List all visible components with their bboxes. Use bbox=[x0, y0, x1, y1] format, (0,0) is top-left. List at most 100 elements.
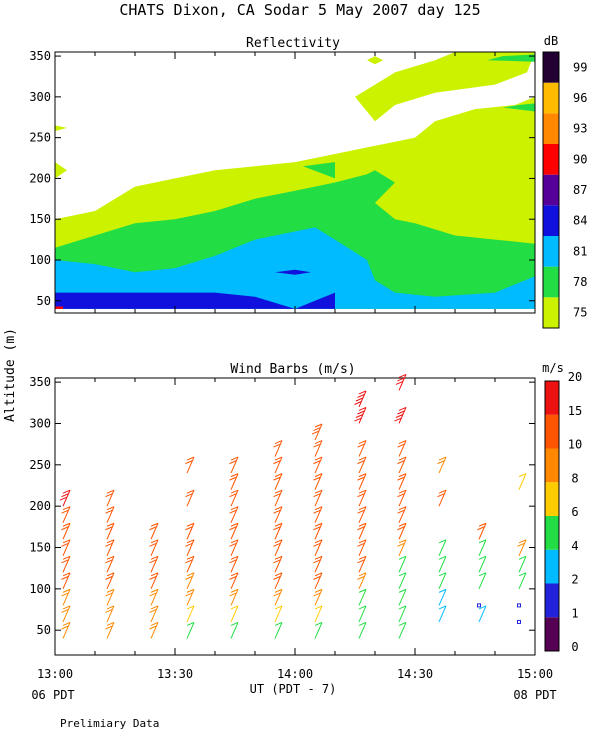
wind-barb-feather bbox=[149, 559, 157, 564]
wind-barb-staff bbox=[150, 539, 159, 556]
wind-barb-staff bbox=[62, 489, 71, 507]
wind-barb bbox=[229, 489, 239, 507]
wind-barb bbox=[518, 473, 527, 490]
wind-title: Wind Barbs (m/s) bbox=[230, 362, 355, 377]
wind-barb bbox=[314, 622, 323, 639]
wind-barb-feather bbox=[186, 588, 195, 593]
wind-barb-staff bbox=[106, 556, 115, 573]
reflectivity-colorbar-label: 75 bbox=[573, 306, 587, 320]
wind-colorbar-swatch bbox=[545, 448, 559, 483]
reflectivity-title: Reflectivity bbox=[246, 36, 340, 51]
wind-barb-feather bbox=[398, 489, 407, 494]
wind-barb-staff bbox=[106, 489, 115, 507]
wind-barb-staff bbox=[62, 556, 71, 573]
wind-barb bbox=[313, 489, 323, 507]
wind-barb-feather bbox=[313, 443, 321, 448]
wind-barb-feather bbox=[230, 456, 239, 461]
wind-barb-feather bbox=[398, 605, 407, 610]
wind-barb-feather bbox=[105, 592, 113, 597]
wind-barb-staff bbox=[518, 572, 527, 590]
wind-barb-staff bbox=[358, 489, 367, 507]
wind-xtick-label: 13:30 bbox=[157, 667, 193, 681]
reflectivity-colorbar-label: 96 bbox=[573, 91, 587, 105]
wind-barb-feather bbox=[186, 605, 195, 610]
wind-barb bbox=[61, 572, 71, 590]
reflectivity-unit: dB bbox=[544, 34, 558, 48]
wind-barb-feather bbox=[398, 373, 407, 378]
wind-barb-staff bbox=[62, 589, 71, 606]
wind-barb-feather bbox=[150, 522, 159, 527]
wind-barb-feather bbox=[313, 460, 321, 465]
wind-barb bbox=[61, 588, 71, 606]
wind-barb-feather bbox=[478, 522, 487, 527]
wind-barb-feather bbox=[313, 542, 321, 547]
wind-barb-feather bbox=[314, 605, 323, 610]
wind-barb-feather bbox=[394, 417, 402, 422]
wind-colorbar-label: 20 bbox=[568, 370, 582, 384]
wind-barb bbox=[438, 555, 447, 573]
wind-barb-feather bbox=[273, 476, 281, 481]
wind-barb-feather bbox=[313, 526, 321, 531]
wind-barb-feather bbox=[230, 522, 239, 527]
wind-barb bbox=[313, 522, 323, 540]
wind-barb bbox=[105, 555, 115, 573]
wind-ytick-label: 250 bbox=[29, 458, 51, 472]
wind-barb-feather bbox=[397, 443, 405, 448]
wind-barb-staff bbox=[478, 605, 487, 623]
reflectivity-region-84db bbox=[275, 269, 311, 275]
reflectivity-colorbar-swatch bbox=[543, 236, 559, 267]
wind-barb-feather bbox=[314, 622, 323, 626]
wind-barb bbox=[273, 588, 283, 606]
wind-barb bbox=[478, 555, 487, 573]
wind-barb bbox=[397, 522, 407, 540]
wind-colorbar-swatch bbox=[545, 414, 559, 449]
wind-barb bbox=[229, 572, 239, 590]
wind-barb-staff bbox=[314, 572, 323, 590]
reflectivity-colorbar-label: 84 bbox=[573, 214, 587, 228]
reflectivity-colorbar-label: 99 bbox=[573, 60, 587, 74]
reflectivity-axes: 50 100 150 200 250 300 350 bbox=[29, 49, 536, 314]
reflectivity-colorbar-label: 90 bbox=[573, 152, 587, 166]
wind-barb bbox=[313, 456, 323, 474]
wind-barb bbox=[398, 555, 407, 573]
wind-barb-staff bbox=[314, 589, 323, 606]
wind-barb-staff bbox=[106, 539, 115, 556]
wind-barb-feather bbox=[438, 555, 447, 560]
wind-barb-staff bbox=[314, 556, 323, 573]
wind-barb-staff bbox=[478, 539, 487, 556]
wind-barb-feather bbox=[186, 572, 195, 577]
wind-barb-feather bbox=[59, 496, 68, 501]
wind-barb-feather bbox=[274, 572, 283, 577]
wind-barb-feather bbox=[358, 588, 367, 593]
wind-barb-feather bbox=[273, 592, 281, 597]
wind-barb-staff bbox=[518, 556, 527, 573]
wind-barb bbox=[438, 605, 447, 623]
wind-barb-staff bbox=[150, 622, 159, 639]
wind-barb bbox=[357, 522, 367, 540]
wind-barb bbox=[273, 456, 283, 474]
wind-barb-feather bbox=[106, 622, 115, 626]
wind-barb bbox=[397, 456, 407, 474]
wind-barb-feather bbox=[106, 605, 115, 610]
wind-barb-staff bbox=[398, 539, 407, 556]
wind-barb-feather bbox=[398, 440, 407, 445]
wind-barb-feather bbox=[357, 559, 365, 564]
wind-barb bbox=[274, 622, 283, 639]
wind-barb-feather bbox=[314, 572, 323, 577]
wind-barb-feather bbox=[518, 572, 527, 577]
wind-barb bbox=[185, 588, 195, 606]
wind-barb-staff bbox=[230, 456, 239, 474]
wind-barb-feather bbox=[229, 526, 237, 531]
wind-barb-feather bbox=[150, 555, 159, 560]
reflectivity-region-84db bbox=[55, 292, 295, 309]
wind-barb-staff bbox=[358, 473, 367, 490]
wind-colorbar: 0 1 2 4 6 8 10 15 20 bbox=[544, 370, 582, 654]
reflectivity-colorbar-label: 78 bbox=[573, 275, 587, 289]
wind-barb-staff bbox=[106, 589, 115, 606]
wind-barb bbox=[354, 390, 367, 408]
wind-barb-feather bbox=[314, 539, 323, 544]
wind-barb-feather bbox=[185, 526, 193, 531]
wind-barb-staff bbox=[106, 622, 115, 639]
wind-barb bbox=[185, 456, 195, 474]
wind-barb-feather bbox=[314, 522, 323, 527]
